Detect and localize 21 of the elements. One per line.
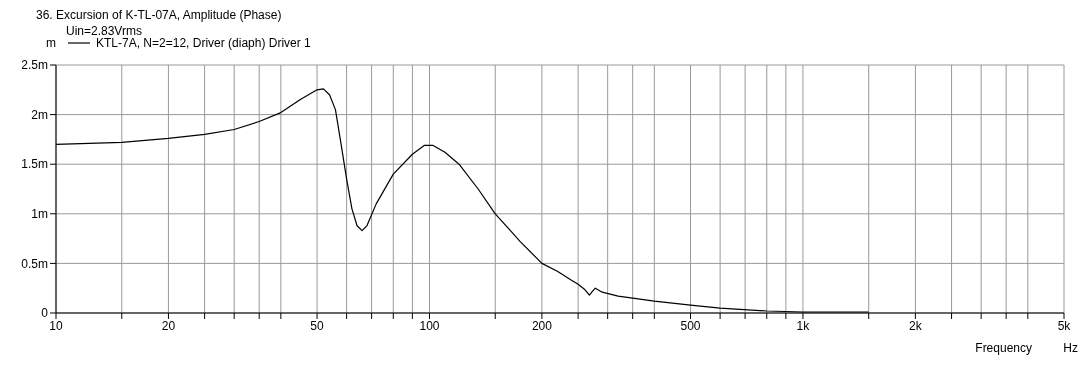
- y-tick-label: 0.5m: [21, 256, 48, 271]
- y-axis-title: m: [46, 36, 56, 50]
- x-tick-label: 20: [161, 318, 176, 333]
- chart-title: 36. Excursion of K-TL-07A, Amplitude (Phase): [36, 8, 282, 22]
- x-tick-label: 5k: [1057, 318, 1072, 333]
- y-tick-label: 0: [41, 306, 49, 321]
- chart-subtitle: Uin=2.83Vrms: [66, 24, 142, 38]
- x-tick-label: 200: [531, 318, 553, 333]
- x-tick-label: 10: [49, 318, 63, 333]
- x-tick-label: 500: [680, 318, 701, 333]
- y-tick-label: 2m: [31, 107, 48, 122]
- x-tick-label: 2k: [909, 318, 923, 333]
- legend-label: KTL-7A, N=2=12, Driver (diaph) Driver 1: [96, 36, 311, 50]
- x-tick-label: 1k: [796, 318, 811, 333]
- x-tick-label: 100: [419, 318, 440, 333]
- y-tick-label: 1m: [31, 207, 48, 222]
- y-tick-label: 1.5m: [21, 157, 48, 172]
- x-axis-title: Frequency: [975, 341, 1032, 355]
- x-tick-label: 50: [310, 318, 325, 333]
- text: Hz: [1063, 341, 1078, 355]
- y-tick-label: 2.5m: [21, 58, 48, 73]
